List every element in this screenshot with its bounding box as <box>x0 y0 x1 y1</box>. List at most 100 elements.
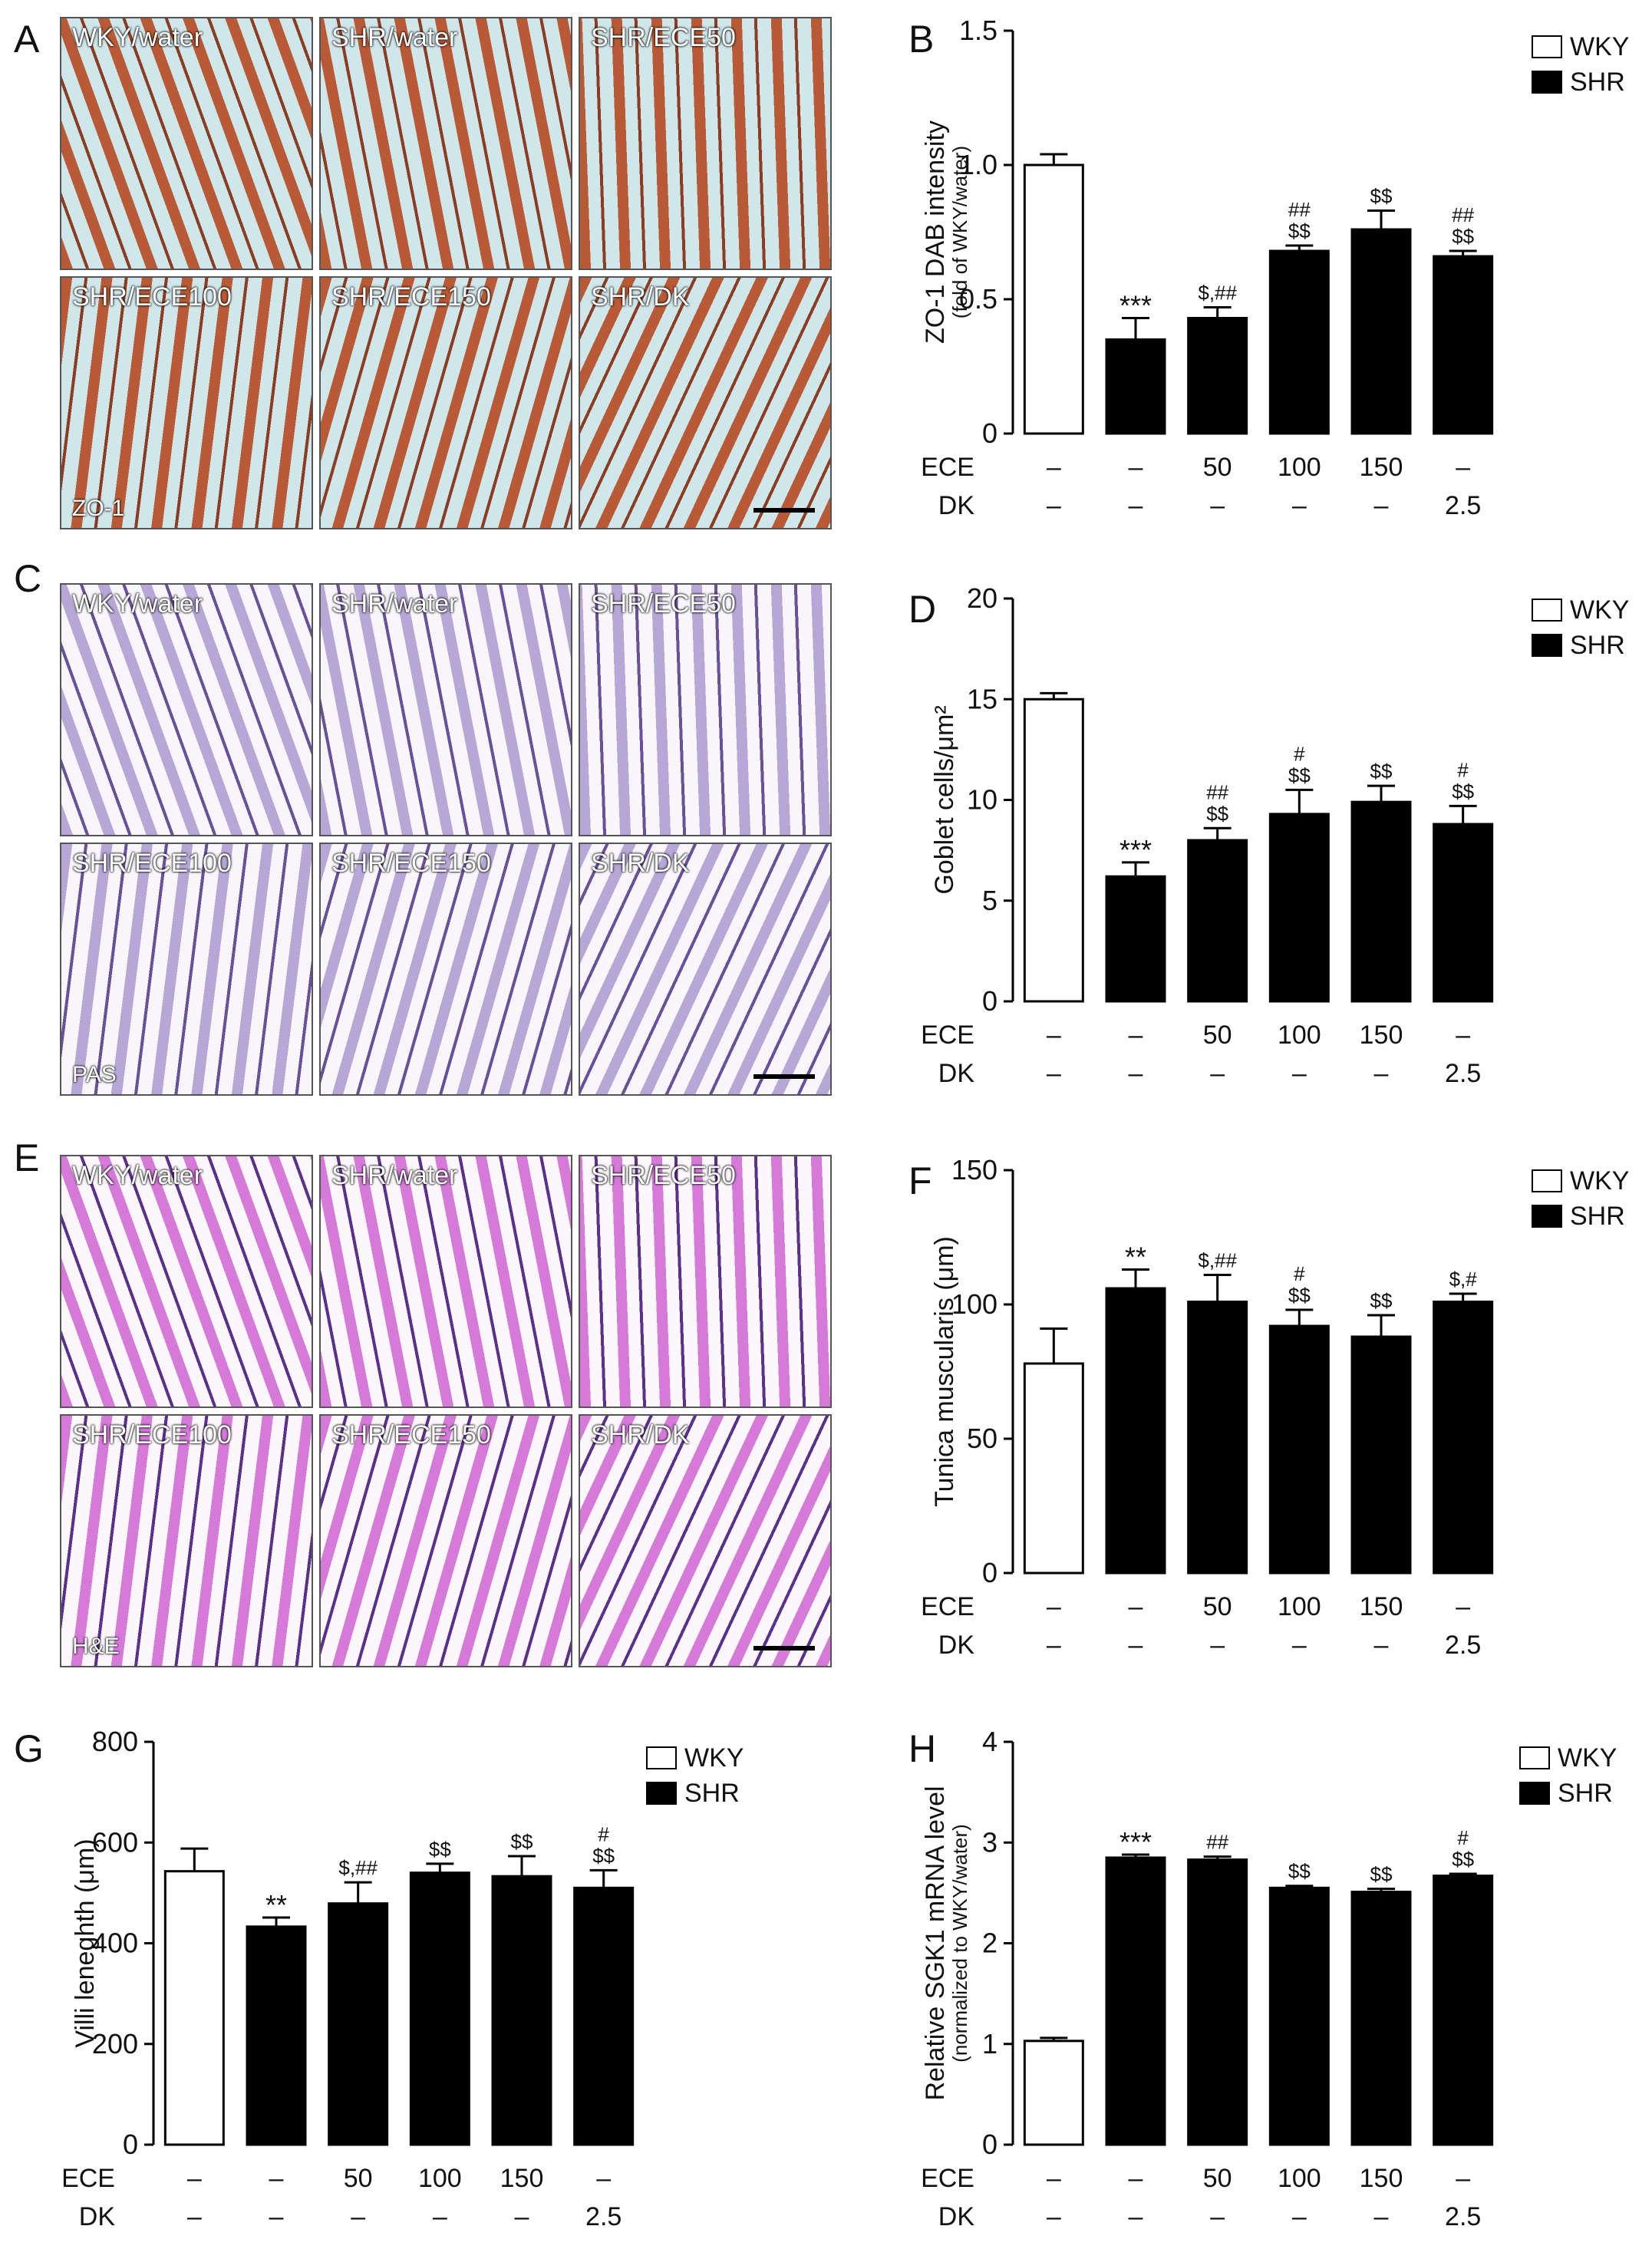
y-axis-sublabel: (normalized to WKY/water) <box>948 1824 971 2063</box>
dk-value: – <box>1374 491 1389 520</box>
significance-label: # <box>1457 758 1469 781</box>
y-axis-sublabel: (fold of WKY/water) <box>948 146 971 318</box>
legend-d: WKY SHR <box>1532 592 1629 663</box>
micrograph-tile-label: SHR/DK <box>591 849 690 878</box>
dk-value: – <box>1129 1631 1143 1660</box>
legend-label-shr: SHR <box>1558 1778 1613 1808</box>
micrograph-tile-label: SHR/ECE50 <box>591 589 736 618</box>
bar <box>246 1925 307 2146</box>
bar <box>163 1870 225 2146</box>
y-tick-label: 1 <box>982 2028 997 2059</box>
bar <box>1187 839 1248 1003</box>
significance-label: # <box>1457 1826 1469 1849</box>
dk-row-label: DK <box>938 491 975 520</box>
ece-value: – <box>1047 2164 1061 2193</box>
panel-letter-e: E <box>14 1136 40 1179</box>
bar <box>409 1872 470 2146</box>
bar <box>1023 163 1084 435</box>
bar <box>1105 1287 1166 1575</box>
ece-value: – <box>1129 2164 1143 2193</box>
y-tick-label: 0 <box>982 985 997 1017</box>
scale-bar <box>753 1074 815 1079</box>
bar <box>328 1902 389 2146</box>
ece-value: – <box>1456 1592 1470 1621</box>
chart-g: 0 200 400 600 800 Villi leneghth (μm) – – ** – – $,… <box>61 1726 635 2231</box>
micrograph-tile: SHR/DK <box>579 843 832 1096</box>
significance-label: # <box>1294 742 1305 765</box>
ece-value: – <box>1456 1021 1470 1050</box>
y-tick-label: 600 <box>92 1826 138 1858</box>
micrograph-tile-label: WKY/water <box>72 589 203 618</box>
ece-row-label: ECE <box>921 1592 974 1621</box>
y-tick-label: 1.5 <box>959 15 997 46</box>
dk-value: – <box>351 2202 365 2231</box>
bar <box>1105 875 1166 1003</box>
micrograph-grid-e: WKY/water SHR/water SHR/ECE50 SHR/ECE100 H&E… <box>60 1155 832 1667</box>
ece-value: – <box>269 2164 284 2193</box>
y-axis-label: ZO-1 DAB intensity <box>921 120 950 344</box>
panel-letter-b: B <box>908 18 935 61</box>
legend-label-wky: WKY <box>1570 1166 1630 1195</box>
dk-value: – <box>1047 2202 1061 2231</box>
ece-value: – <box>1129 453 1143 482</box>
micrograph-tile-label: SHR/ECE100 <box>72 849 232 878</box>
scale-bar <box>753 508 815 513</box>
legend-f: WKY SHR <box>1532 1163 1629 1234</box>
micrograph-tile-label: SHR/water <box>331 589 458 618</box>
bar <box>1350 228 1412 435</box>
dk-value: – <box>1210 1059 1225 1088</box>
dk-row-label: DK <box>938 2202 975 2231</box>
significance-label: *** <box>1119 834 1152 866</box>
ece-value: 150 <box>1360 1021 1403 1050</box>
micrograph-tile-label: SHR/DK <box>591 1420 690 1449</box>
y-tick-label: 0 <box>982 1557 997 1588</box>
significance-label: $$ <box>1370 760 1393 783</box>
micrograph-tile: SHR/ECE150 <box>319 276 572 529</box>
bar <box>1187 1301 1248 1575</box>
dk-value: 2.5 <box>1445 491 1481 520</box>
scale-bar <box>753 1646 815 1651</box>
micrograph-tile: SHR/ECE100 H&E <box>60 1414 313 1667</box>
bar <box>1105 338 1166 435</box>
dk-value: 2.5 <box>1445 1631 1481 1660</box>
micrograph-tile: SHR/water <box>319 583 572 836</box>
dk-value: – <box>1047 491 1061 520</box>
bar <box>1105 1856 1166 2146</box>
significance-label: $,## <box>1198 1249 1237 1272</box>
y-tick-label: 5 <box>982 885 997 916</box>
panel-letter-a: A <box>14 18 40 61</box>
dk-value: – <box>515 2202 529 2231</box>
micrograph-tile-label: SHR/ECE50 <box>591 1161 736 1190</box>
legend-label-shr: SHR <box>1570 67 1625 97</box>
legend-h: WKY SHR <box>1519 1740 1617 1811</box>
y-tick-label: 50 <box>967 1423 997 1454</box>
significance-label: $,## <box>1198 282 1237 305</box>
micrograph-tile-label: SHR/ECE100 <box>72 282 232 312</box>
micrograph-tile: SHR/ECE50 <box>579 1155 832 1408</box>
bar <box>1268 249 1330 435</box>
dk-value: 2.5 <box>585 2202 622 2231</box>
micrograph-tile-label: SHR/ECE150 <box>331 1420 491 1449</box>
y-tick-label: 400 <box>92 1928 138 1959</box>
y-axis-label: Tunica muscularis (μm) <box>930 1236 959 1507</box>
legend-label-shr: SHR <box>684 1778 740 1808</box>
significance-label: $$ <box>1206 802 1228 825</box>
dk-value: – <box>1292 2202 1307 2231</box>
ece-value: 100 <box>1278 1592 1321 1621</box>
significance-label: # <box>1294 1262 1305 1285</box>
panel-letter-c: C <box>14 557 42 600</box>
significance-label: $$ <box>1370 1289 1393 1312</box>
micrograph-tile-label: SHR/water <box>331 23 458 52</box>
significance-label: $$ <box>1288 1284 1311 1307</box>
y-axis-label: Villi leneghth (μm) <box>71 1839 100 2047</box>
dk-row-label: DK <box>938 1631 975 1660</box>
ece-value: 50 <box>1203 1021 1232 1050</box>
chart-h: 0 1 2 3 4 Relative SGK1 mRNA level(normalized… <box>921 1726 1494 2231</box>
dk-value: – <box>1210 491 1225 520</box>
y-tick-label: 150 <box>951 1154 997 1186</box>
legend-swatch-wky <box>1519 1746 1550 1769</box>
micrograph-tile: SHR/DK <box>579 276 832 529</box>
micrograph-tile: SHR/ECE100 ZO-1 <box>60 276 313 529</box>
legend-g: WKY SHR <box>646 1740 744 1811</box>
